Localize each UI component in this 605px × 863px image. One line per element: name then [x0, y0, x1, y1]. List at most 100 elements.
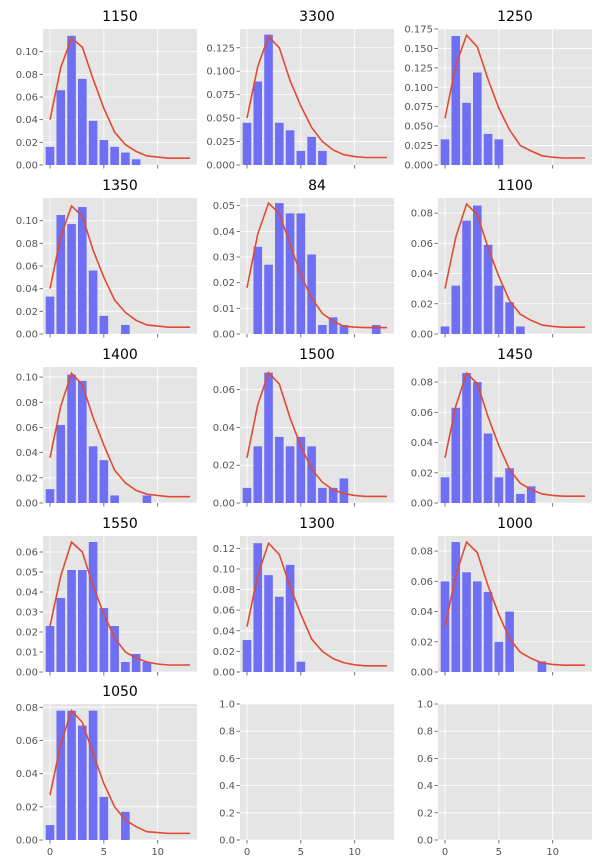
axes-background: [240, 704, 394, 840]
y-tick-label: 0.02: [16, 473, 38, 484]
y-tick-label: 0.08: [411, 378, 433, 389]
histogram-bar: [328, 487, 338, 503]
y-tick-label: 0.100: [404, 83, 433, 94]
subplot-5: 0.00 0.01 0.02 0.03 0.04 0.05 84: [213, 178, 394, 341]
histogram-bar: [264, 372, 273, 503]
subplot-4: 0.00 0.02 0.04 0.06 0.08 0.10 1350: [16, 178, 197, 341]
y-tick-label: 0.02: [16, 628, 38, 639]
histogram-bar: [67, 374, 76, 503]
y-tick-label: 0.02: [411, 637, 433, 648]
y-tick-label: 0.00: [213, 668, 235, 679]
histogram-bar: [110, 626, 119, 672]
histogram-bar: [318, 150, 327, 165]
histogram-bar: [483, 433, 493, 503]
histogram-bar: [318, 325, 327, 334]
histogram-bar: [45, 296, 55, 334]
histogram-bar: [473, 205, 482, 334]
fitted-curve: [444, 202, 585, 329]
subplot-title: 1000: [497, 516, 533, 532]
histogram-bar: [99, 315, 109, 334]
fitted-curve: [49, 371, 190, 498]
histogram-bar: [56, 424, 66, 503]
histogram-bar: [371, 325, 381, 334]
y-tick-label: 0.00: [411, 499, 433, 510]
subplot-title: 1150: [102, 9, 138, 25]
histogram-bar: [56, 598, 66, 672]
y-tick-label: 0.10: [213, 564, 235, 575]
histogram-bar: [88, 120, 98, 165]
y-tick-label: 0.05: [16, 568, 38, 579]
histogram-bar: [264, 575, 273, 672]
subplot-13: 0.00 0.02 0.04 0.06 0.08 0 5 10 1050: [16, 684, 197, 858]
histogram-bar: [537, 661, 547, 672]
y-tick-label: 0.00: [411, 668, 433, 679]
subplot-15: 0.0 0.2 0.4 0.6 0.8 1.0 0 5 10: [417, 700, 592, 858]
y-tick-label: 0.04: [16, 115, 38, 126]
x-tick-label: 0: [442, 847, 448, 858]
y-tick-label: 0.050: [404, 122, 433, 133]
y-tick-label: 0.03: [16, 608, 38, 619]
histogram-bar: [440, 139, 450, 165]
histogram-bar: [516, 493, 525, 503]
y-tick-label: 0.075: [404, 102, 433, 113]
x-tick-label: 0: [47, 847, 53, 858]
y-tick-label: 0.08: [16, 70, 38, 81]
histogram-bar: [307, 254, 316, 334]
histogram-bar: [473, 581, 482, 672]
fitted-curve: [49, 36, 190, 159]
y-tick-label: 0.03: [213, 253, 235, 264]
histogram-bar: [242, 640, 252, 672]
fitted-curve: [246, 35, 387, 159]
subplot-title: 1550: [102, 516, 138, 532]
y-tick-label: 0.04: [16, 769, 38, 780]
x-tick-label: 10: [546, 847, 559, 858]
y-tick-label: 0.025: [206, 137, 235, 148]
histogram-bar: [451, 407, 461, 503]
subplot-title: 84: [308, 178, 326, 194]
histogram-bar: [99, 460, 109, 503]
fitted-curve: [444, 33, 585, 159]
y-tick-label: 0.04: [411, 607, 433, 618]
histogram-bar: [494, 477, 504, 503]
y-tick-label: 0.2: [417, 808, 433, 819]
y-tick-label: 0.8: [417, 727, 433, 738]
fitted-curve: [444, 371, 585, 498]
axes-background: [438, 704, 592, 840]
histogram-bar: [264, 34, 273, 165]
y-tick-label: 0.04: [16, 448, 38, 459]
axes-background: [43, 704, 197, 840]
histogram-bar: [45, 626, 55, 672]
histogram-bar: [78, 207, 87, 334]
histogram-bar: [142, 495, 152, 503]
histogram-bar: [483, 133, 493, 165]
y-tick-label: 0.6: [417, 754, 433, 765]
subplot-title: 1250: [497, 9, 533, 25]
y-tick-label: 0.02: [213, 461, 235, 472]
y-tick-label: 0.000: [404, 161, 433, 172]
y-tick-label: 0.02: [16, 802, 38, 813]
histogram-bar: [451, 285, 461, 334]
y-tick-label: 0.6: [219, 754, 235, 765]
fitted-curve: [49, 204, 190, 329]
y-tick-label: 0.06: [411, 239, 433, 250]
histogram-bar: [253, 446, 263, 503]
histogram-bar: [296, 661, 306, 672]
histogram-bar: [78, 380, 87, 503]
fitted-curve: [246, 371, 387, 498]
y-tick-label: 0.10: [16, 47, 38, 58]
subplot-8: 0.00 0.02 0.04 0.06 1500: [213, 347, 394, 510]
histogram-bar: [328, 317, 338, 334]
y-tick-label: 0.02: [16, 307, 38, 318]
subplot-11: 0.00 0.02 0.04 0.06 0.08 0.10 0.12 1300: [213, 516, 394, 679]
histogram-bar: [505, 302, 514, 334]
x-tick-label: 5: [101, 847, 107, 858]
y-tick-label: 0.4: [417, 781, 433, 792]
histogram-bar: [483, 591, 493, 672]
histogram-bar: [110, 495, 119, 503]
histogram-bar: [339, 325, 349, 334]
subplot-title: 1500: [299, 347, 335, 363]
y-tick-label: 0.00: [16, 499, 38, 510]
y-tick-label: 0.04: [213, 227, 235, 238]
y-tick-label: 0.4: [219, 781, 235, 792]
histogram-bar: [462, 373, 471, 503]
